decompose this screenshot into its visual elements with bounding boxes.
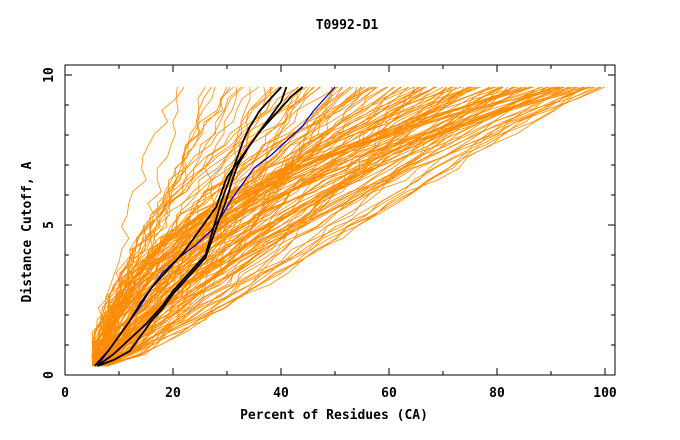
x-tick-label: 20 bbox=[165, 386, 181, 401]
highlight-series-line-3 bbox=[96, 86, 282, 367]
background-series-line bbox=[97, 86, 504, 367]
background-series-line bbox=[102, 86, 586, 367]
background-series-line bbox=[93, 86, 558, 367]
plot-frame bbox=[64, 64, 616, 376]
x-tick-label: 100 bbox=[593, 386, 617, 401]
background-series-line bbox=[91, 86, 307, 367]
background-series-line bbox=[97, 86, 544, 367]
background-series-line bbox=[98, 86, 550, 367]
highlight-series-group bbox=[94, 86, 336, 367]
background-series-line bbox=[104, 86, 565, 367]
background-series-line bbox=[104, 86, 600, 367]
background-series-line bbox=[105, 86, 606, 367]
x-axis: 0 20 40 60 80 100 bbox=[61, 65, 617, 401]
background-series-line bbox=[101, 86, 591, 367]
y-tick-label: 5 bbox=[42, 221, 57, 229]
background-series-line bbox=[91, 86, 425, 367]
highlight-series-line-2 bbox=[94, 86, 304, 367]
y-axis-label: Distance Cutoff, A bbox=[20, 161, 35, 302]
y-tick-label: 0 bbox=[42, 371, 57, 379]
x-tick-label: 0 bbox=[61, 386, 69, 401]
highlight-series-line-4 bbox=[97, 86, 288, 367]
background-series-line bbox=[98, 86, 584, 367]
background-series-line bbox=[94, 86, 299, 367]
background-series-line bbox=[107, 86, 580, 367]
y-axis: 0 5 10 bbox=[42, 67, 615, 379]
background-series-line bbox=[91, 86, 321, 367]
background-series-line bbox=[102, 86, 577, 367]
x-axis-label: Percent of Residues (CA) bbox=[240, 408, 428, 423]
background-series-line bbox=[103, 86, 572, 367]
background-series-line bbox=[102, 86, 590, 367]
background-series-line bbox=[91, 86, 532, 367]
x-tick-label: 40 bbox=[273, 386, 289, 401]
background-series-line bbox=[97, 86, 553, 367]
background-series-line bbox=[98, 86, 206, 367]
background-series-line bbox=[100, 86, 564, 367]
y-tick-label: 10 bbox=[42, 67, 57, 83]
background-series-line bbox=[104, 86, 569, 367]
background-series-group bbox=[91, 86, 606, 367]
chart-title: T0992-D1 bbox=[316, 18, 379, 33]
x-tick-label: 80 bbox=[489, 386, 505, 401]
x-tick-label: 60 bbox=[381, 386, 397, 401]
